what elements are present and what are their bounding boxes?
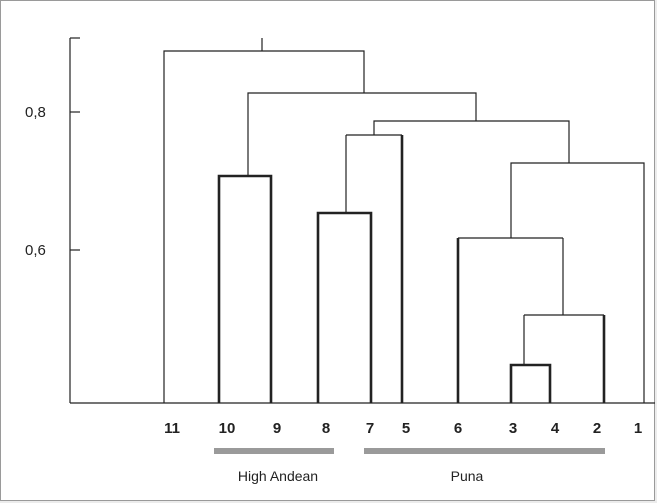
leaf-label-1: 1	[634, 420, 642, 437]
leaf-label-6: 6	[454, 420, 462, 437]
leaf-label-5: 5	[402, 420, 410, 437]
group-label-high-andean: High Andean	[238, 468, 318, 484]
leaf-label-9: 9	[273, 420, 281, 437]
y-axis	[69, 37, 655, 404]
y-tick-label-1: 0,6	[25, 242, 46, 259]
leaf-label-7: 7	[366, 420, 374, 437]
leaf-label-4: 4	[551, 420, 560, 437]
y-tick-label-0: 0,8	[25, 104, 46, 121]
leaf-label-8: 8	[322, 420, 330, 437]
leaf-label-3: 3	[509, 420, 517, 437]
dendrogram-leaf-branches	[217, 135, 606, 403]
leaf-labels: 11 10 9 8 7 5 6 3 4 2 1	[164, 420, 642, 437]
leaf-label-11: 11	[164, 420, 180, 437]
leaf-label-10: 10	[219, 420, 236, 437]
dendrogram-links	[163, 38, 645, 403]
group-label-puna: Puna	[451, 468, 484, 484]
leaf-label-2: 2	[593, 420, 601, 437]
